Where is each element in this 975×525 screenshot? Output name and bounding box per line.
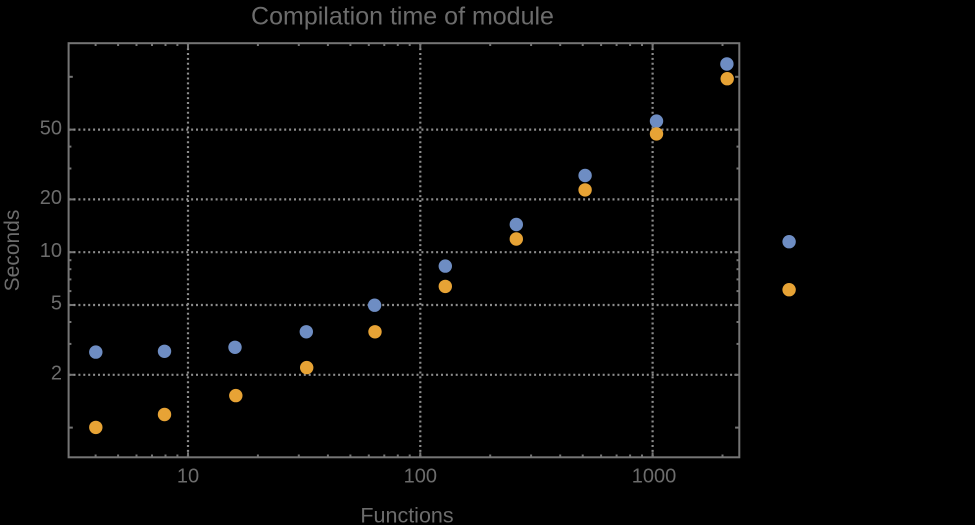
svg-text:50: 50 (40, 117, 62, 139)
svg-text:1000: 1000 (632, 465, 677, 487)
svg-text:2: 2 (51, 363, 62, 385)
svg-text:Functions: Functions (360, 504, 453, 525)
svg-text:100: 100 (404, 465, 437, 487)
svg-text:Compilation time of module: Compilation time of module (251, 3, 554, 31)
svg-text:20: 20 (40, 187, 62, 209)
svg-text:5: 5 (51, 293, 62, 315)
svg-text:10: 10 (40, 240, 62, 262)
svg-text:Seconds: Seconds (1, 210, 24, 292)
svg-text:10: 10 (177, 465, 199, 487)
